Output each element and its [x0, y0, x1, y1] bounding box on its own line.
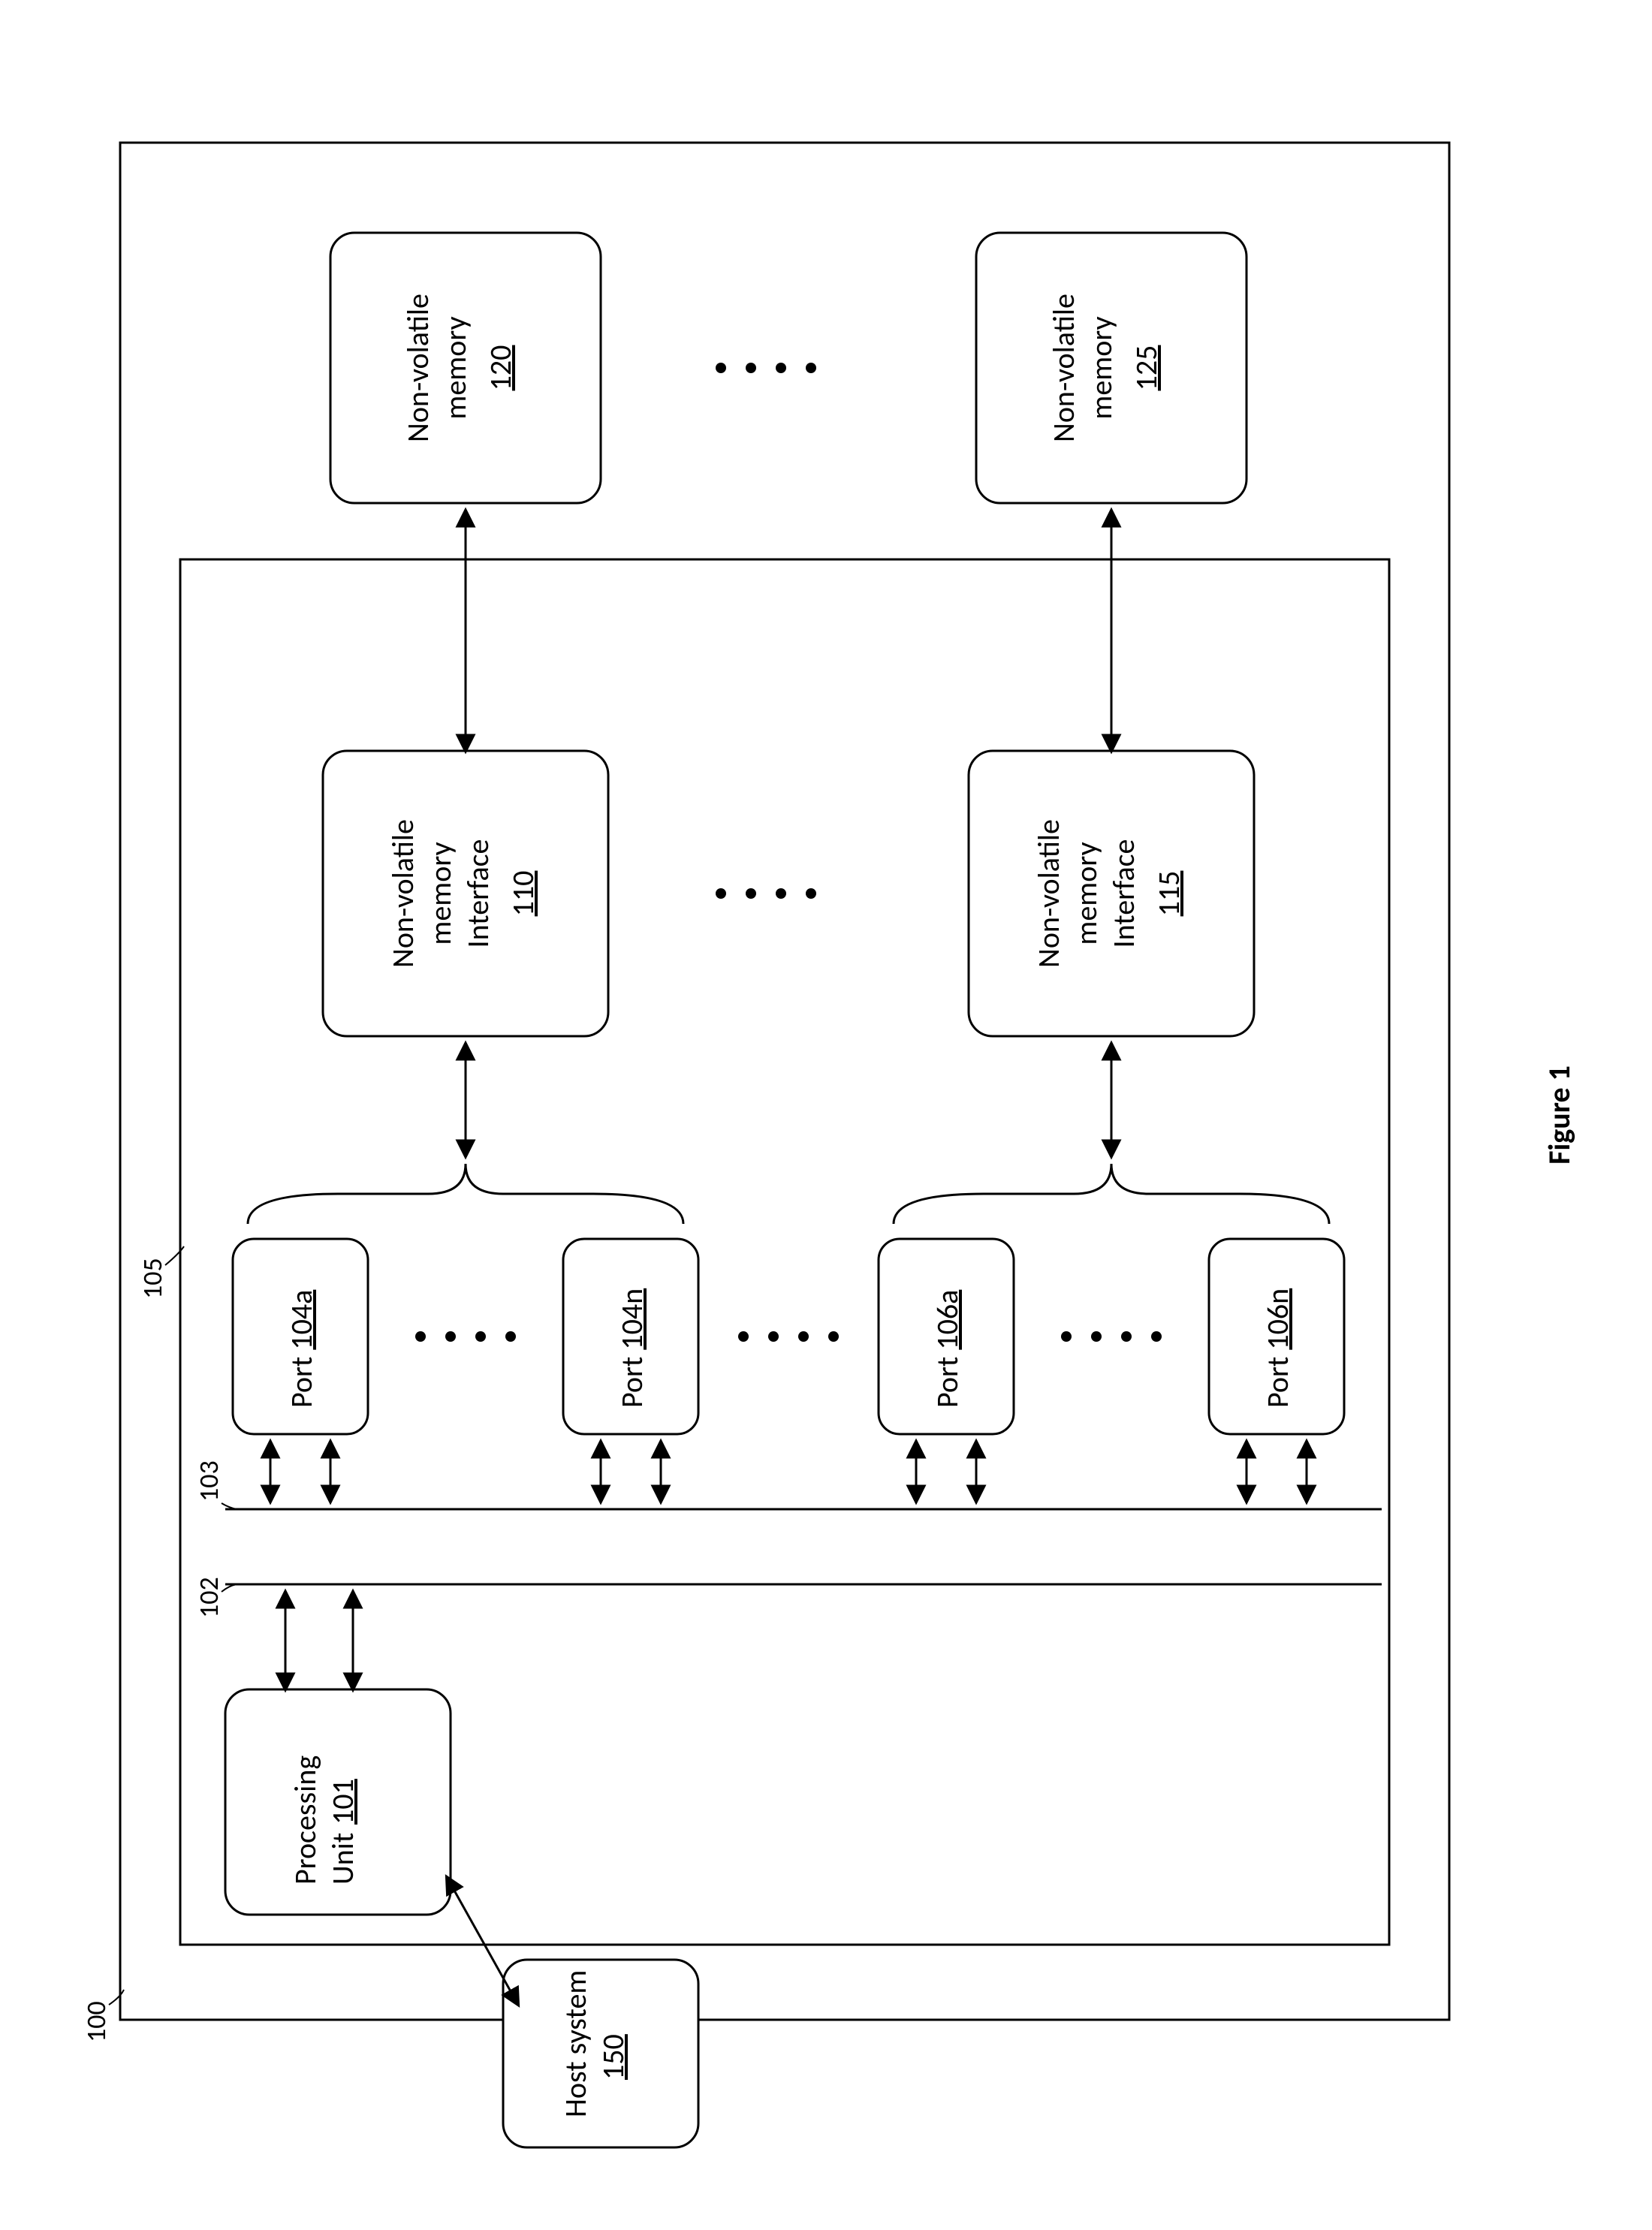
host-system-block: Host system 150: [503, 1960, 698, 2147]
svg-text:115: 115: [1150, 871, 1187, 917]
svg-text:101: 101: [324, 1779, 361, 1825]
svg-text:Unit: Unit: [324, 1833, 361, 1885]
port-106n: Port 106n: [1209, 1239, 1344, 1434]
bus-103-label: 103: [192, 1460, 225, 1502]
svg-text:memory: memory: [1083, 316, 1120, 419]
svg-text:Host system: Host system: [557, 1970, 594, 2117]
diagram-svg: 100 105 Processing Unit 101 Host system …: [0, 0, 1652, 2230]
svg-text:Port 106a: Port 106a: [929, 1290, 966, 1408]
inner-box-label: 105: [136, 1258, 169, 1299]
ellipsis-ports-104: [415, 1331, 516, 1342]
svg-text:memory: memory: [437, 316, 474, 419]
port-104a: Port 104a: [233, 1239, 368, 1434]
svg-text:Port 104n: Port 104n: [613, 1288, 650, 1408]
svg-text:memory: memory: [1068, 842, 1105, 945]
outer-box-label: 100: [80, 2001, 113, 2042]
svg-text:Processing: Processing: [287, 1755, 324, 1885]
processing-unit-block: Processing Unit 101: [225, 1689, 451, 1915]
brace-top: [248, 1164, 683, 1224]
nvm-120: Non-volatile memory 120: [330, 233, 601, 503]
ellipsis-ports-106: [1061, 1331, 1162, 1342]
svg-text:Interface: Interface: [460, 839, 496, 948]
svg-text:120: 120: [482, 345, 519, 391]
svg-text:Non-volatile: Non-volatile: [399, 294, 436, 442]
svg-text:Non-volatile: Non-volatile: [384, 819, 421, 968]
diagram-page: 100 105 Processing Unit 101 Host system …: [0, 0, 1652, 2230]
ellipsis-nvm: [716, 363, 816, 373]
nvm-interface-110: Non-volatile memory Interface 110: [323, 751, 608, 1036]
svg-text:Non-volatile: Non-volatile: [1045, 294, 1082, 442]
svg-text:memory: memory: [422, 842, 459, 945]
svg-text:150: 150: [595, 2034, 632, 2080]
svg-text:Port 104a: Port 104a: [283, 1290, 320, 1408]
svg-text:Interface: Interface: [1105, 839, 1142, 948]
svg-text:Port 106n: Port 106n: [1259, 1288, 1296, 1408]
port-106a: Port 106a: [879, 1239, 1014, 1434]
bus-102-label: 102: [192, 1577, 225, 1618]
nvm-125: Non-volatile memory 125: [976, 233, 1247, 503]
nvm-interface-115: Non-volatile memory Interface 115: [969, 751, 1254, 1036]
ellipsis-nvmif: [716, 888, 816, 899]
svg-text:110: 110: [505, 871, 541, 917]
svg-text:125: 125: [1128, 345, 1165, 391]
svg-text:Non-volatile: Non-volatile: [1030, 819, 1067, 968]
figure-caption: Figure 1: [1541, 1065, 1578, 1165]
arrow-host-to-pu: [447, 1877, 518, 2005]
port-104n: Port 104n: [563, 1239, 698, 1434]
brace-bottom: [894, 1164, 1329, 1224]
ellipsis-ports-mid: [738, 1331, 839, 1342]
